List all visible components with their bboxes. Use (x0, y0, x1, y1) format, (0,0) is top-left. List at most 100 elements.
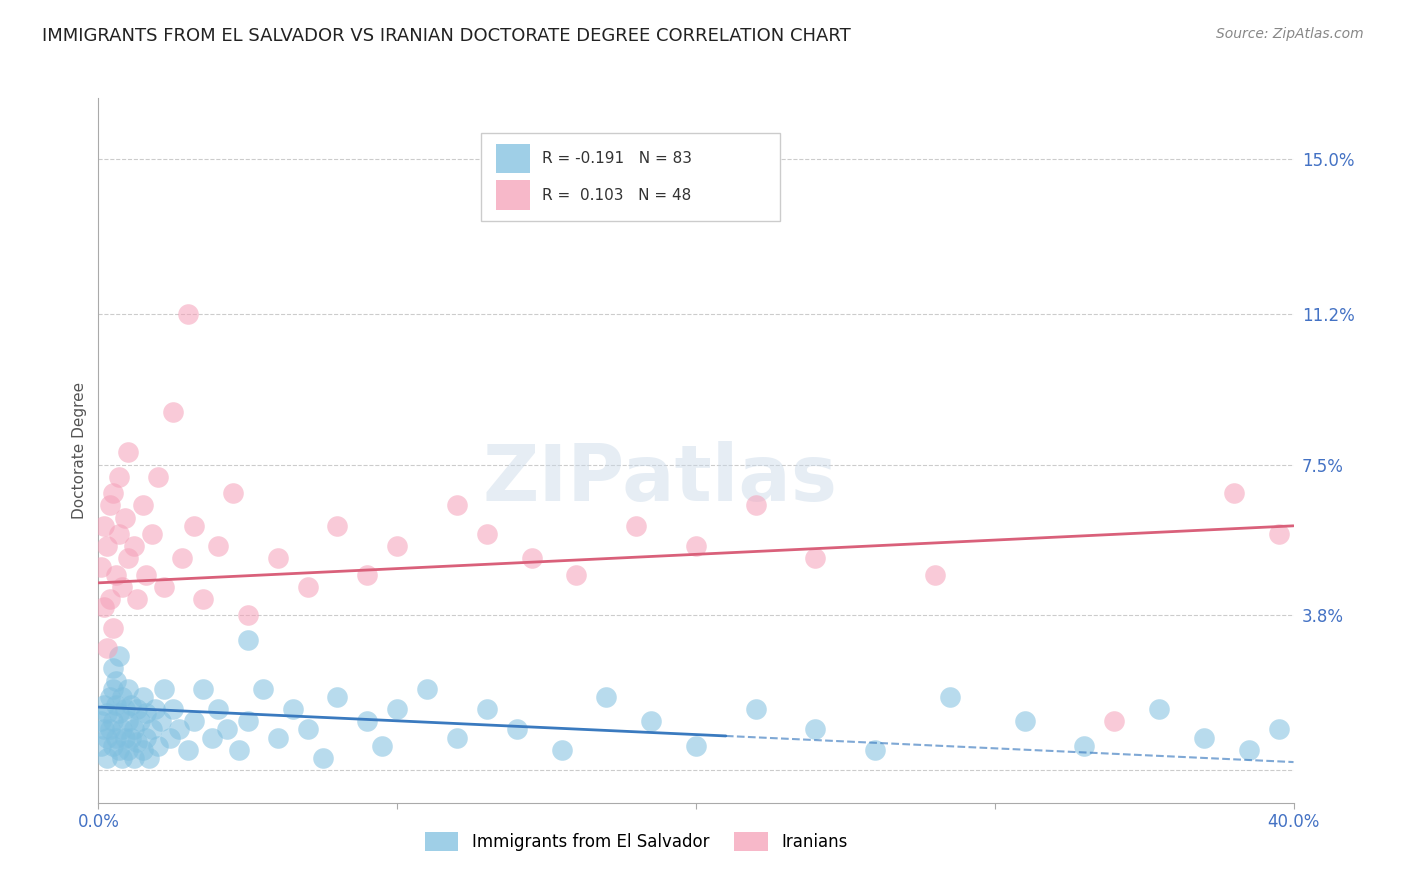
Point (1267, 723, 1289, 737)
Point (416, 681, 439, 696)
Point (103, 714, 125, 729)
Point (141, 723, 163, 737)
Point (129, 714, 152, 729)
Point (141, 527, 163, 541)
Point (207, 539, 229, 553)
Point (201, 731, 224, 745)
FancyBboxPatch shape (496, 144, 530, 173)
Point (114, 702, 136, 716)
Point (475, 702, 498, 716)
Point (236, 632, 259, 647)
Point (520, 551, 543, 566)
Point (117, 743, 139, 757)
Point (132, 499, 155, 513)
Point (135, 731, 157, 745)
Point (90, 559, 112, 574)
Point (640, 714, 662, 729)
Point (124, 539, 146, 553)
Point (98, 723, 122, 737)
Point (1192, 731, 1215, 745)
Point (215, 723, 238, 737)
Point (385, 539, 409, 553)
Point (117, 714, 139, 729)
Y-axis label: Doctorate Degree: Doctorate Degree (72, 382, 87, 519)
Point (132, 743, 155, 757)
Point (105, 698, 128, 712)
Point (111, 690, 134, 704)
Point (550, 743, 572, 757)
Point (93, 698, 115, 712)
Point (117, 445, 139, 459)
FancyBboxPatch shape (481, 134, 780, 221)
Point (1267, 527, 1289, 541)
Point (297, 580, 319, 594)
Point (90, 714, 112, 729)
Point (1223, 486, 1246, 500)
Point (475, 527, 498, 541)
Point (297, 723, 319, 737)
Point (162, 405, 184, 419)
Point (105, 731, 128, 745)
Point (103, 621, 125, 635)
Point (120, 698, 142, 712)
Point (236, 714, 259, 729)
Point (114, 510, 136, 524)
Point (153, 580, 176, 594)
Point (148, 739, 170, 753)
Point (103, 486, 125, 500)
Point (191, 592, 214, 607)
Point (626, 518, 648, 533)
Point (228, 743, 250, 757)
Point (127, 592, 149, 607)
Point (745, 499, 768, 513)
Text: R =  0.103   N = 48: R = 0.103 N = 48 (541, 187, 692, 202)
Point (108, 470, 131, 484)
Point (1104, 714, 1126, 729)
Point (103, 739, 125, 753)
Point (96, 751, 118, 765)
Point (685, 539, 707, 553)
Point (865, 743, 887, 757)
Point (595, 690, 617, 704)
Point (108, 527, 131, 541)
Point (1237, 743, 1260, 757)
Text: Source: ZipAtlas.com: Source: ZipAtlas.com (1216, 27, 1364, 41)
Point (1014, 714, 1036, 729)
Point (311, 751, 333, 765)
Point (98, 690, 122, 704)
Point (150, 714, 173, 729)
Point (114, 731, 136, 745)
Text: R = -0.191   N = 83: R = -0.191 N = 83 (541, 151, 692, 166)
Point (135, 567, 157, 582)
Point (183, 714, 205, 729)
Point (172, 551, 194, 566)
Point (117, 681, 139, 696)
Point (98, 592, 122, 607)
Point (132, 690, 155, 704)
Point (371, 739, 394, 753)
Point (111, 723, 134, 737)
Point (124, 751, 146, 765)
Point (167, 723, 190, 737)
Point (159, 731, 181, 745)
Point (111, 580, 134, 594)
Point (939, 690, 962, 704)
Point (96, 640, 118, 655)
Point (93, 600, 115, 615)
Point (326, 690, 349, 704)
Point (356, 714, 378, 729)
Point (446, 731, 468, 745)
Point (127, 735, 149, 749)
Point (120, 731, 142, 745)
Point (103, 681, 125, 696)
Point (252, 681, 274, 696)
Point (103, 661, 125, 675)
Legend: Immigrants from El Salvador, Iranians: Immigrants from El Salvador, Iranians (419, 825, 853, 858)
Point (108, 706, 131, 721)
Point (565, 567, 588, 582)
Point (191, 681, 214, 696)
Point (108, 649, 131, 664)
Point (177, 307, 200, 321)
Point (446, 499, 468, 513)
Point (281, 702, 304, 716)
